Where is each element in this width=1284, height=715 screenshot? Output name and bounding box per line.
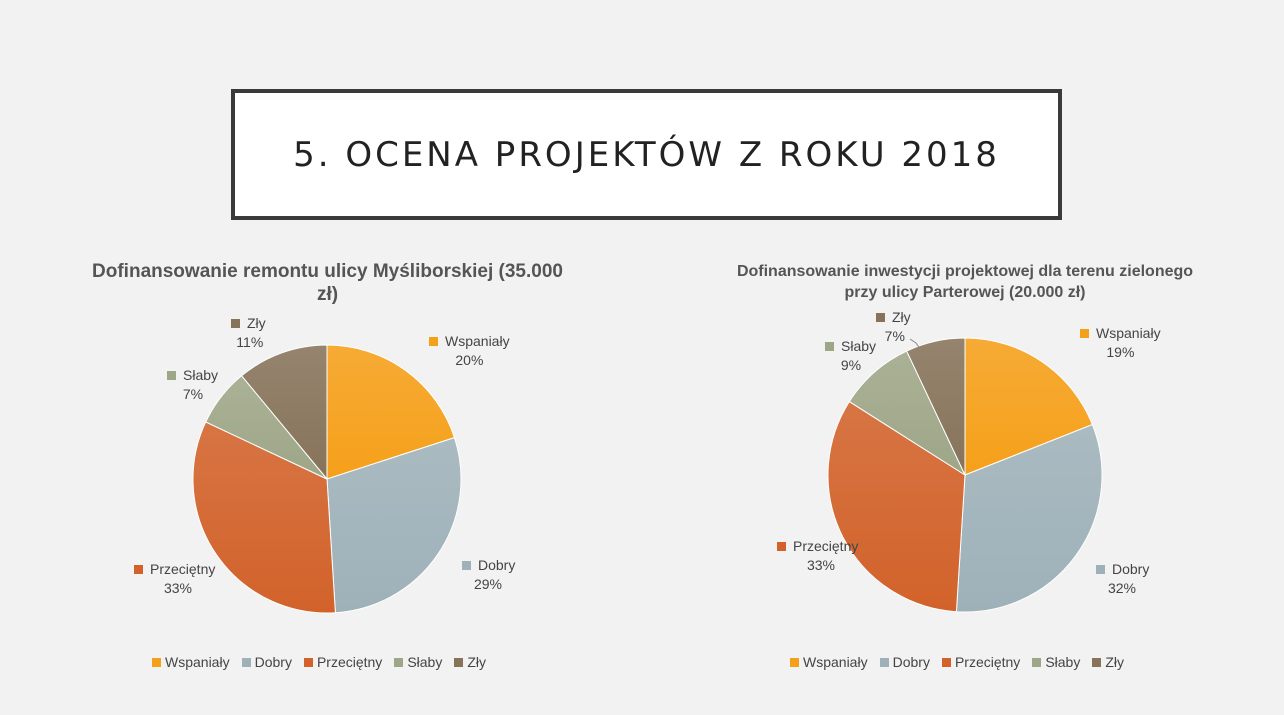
data-label-dobry: Dobry 32% bbox=[1096, 561, 1149, 596]
legend-swatch bbox=[941, 657, 951, 667]
data-label-wspanialy: Wspaniały 19% bbox=[1080, 325, 1161, 360]
pie-slice-dobry bbox=[955, 423, 1103, 613]
legend-swatch bbox=[1032, 657, 1042, 667]
label-category: Zły bbox=[892, 309, 911, 325]
label-category: Wspaniały bbox=[445, 333, 510, 349]
label-category: Słaby bbox=[841, 338, 876, 354]
legend-item-wspanialy: Wspaniały bbox=[790, 654, 868, 670]
label-category: Zły bbox=[247, 315, 266, 331]
legend-swatch bbox=[1092, 657, 1102, 667]
legend-item-przecietny: Przeciętny bbox=[303, 654, 383, 670]
label-category: Wspaniały bbox=[1096, 325, 1161, 341]
label-swatch bbox=[876, 313, 885, 322]
label-category: Przeciętny bbox=[793, 538, 858, 554]
legend-item-wspanialy: Wspaniały bbox=[152, 654, 230, 670]
legend-label: Przeciętny bbox=[954, 654, 1021, 670]
data-label-zly: Zły 11% bbox=[231, 315, 266, 350]
legend-item-slaby: Słaby bbox=[394, 654, 442, 670]
legend-label: Wspaniały bbox=[803, 654, 868, 670]
data-label-zly: Zły 7% bbox=[876, 309, 911, 344]
label-percent: 32% bbox=[1108, 580, 1136, 596]
label-percent: 11% bbox=[236, 334, 263, 350]
legend-item-slaby: Słaby bbox=[1032, 654, 1080, 670]
data-label-przecietny: Przeciętny 33% bbox=[777, 538, 858, 573]
chart-title-left: Dofinansowanie remontu ulicy Myśliborski… bbox=[92, 261, 563, 305]
pie-slice-zly bbox=[240, 344, 328, 481]
legend-item-przecietny: Przeciętny bbox=[941, 654, 1021, 670]
legend-label: Dobry bbox=[892, 654, 930, 670]
legend-label: Zły bbox=[1105, 654, 1125, 670]
legend-item-zly: Zły bbox=[454, 654, 486, 670]
label-category: Dobry bbox=[1112, 561, 1149, 577]
leader-line bbox=[909, 338, 922, 351]
label-percent: 29% bbox=[474, 576, 502, 592]
legend-label: Przeciętny bbox=[316, 654, 383, 670]
data-label-wspanialy: Wspaniały 20% bbox=[429, 333, 510, 368]
label-percent: 20% bbox=[455, 352, 483, 368]
data-label-slaby: Słaby 9% bbox=[825, 338, 876, 373]
legend-item-dobry: Dobry bbox=[879, 654, 930, 670]
legend-left: Wspaniały Dobry Przeciętny Słaby Zły bbox=[152, 654, 486, 670]
label-percent: 19% bbox=[1106, 344, 1134, 360]
label-percent: 33% bbox=[164, 580, 192, 596]
label-swatch bbox=[1096, 565, 1105, 574]
legend-swatch bbox=[241, 657, 251, 667]
pie-slice-wspanialy bbox=[326, 344, 456, 480]
legend-swatch bbox=[879, 657, 889, 667]
pie-slice-wspanialy bbox=[964, 337, 1094, 476]
label-category: Przeciętny bbox=[150, 561, 215, 577]
legend-item-dobry: Dobry bbox=[241, 654, 292, 670]
label-percent: 7% bbox=[885, 328, 905, 344]
data-label-przecietny: Przeciętny 33% bbox=[134, 561, 215, 596]
legend-label: Wspaniały bbox=[165, 654, 230, 670]
legend-label: Słaby bbox=[1045, 654, 1081, 670]
label-swatch bbox=[462, 561, 471, 570]
label-percent: 33% bbox=[807, 557, 835, 573]
pie-slice-zly bbox=[906, 337, 966, 476]
pie-slice-przecietny bbox=[192, 421, 336, 614]
label-swatch bbox=[825, 342, 834, 351]
legend-right: Wspaniały Dobry Przeciętny Słaby Zły bbox=[790, 654, 1124, 670]
legend-label: Słaby bbox=[407, 654, 443, 670]
legend-swatch bbox=[152, 657, 161, 667]
label-swatch bbox=[231, 319, 240, 328]
legend-swatch bbox=[454, 657, 464, 667]
legend-item-zly: Zły bbox=[1092, 654, 1124, 670]
label-swatch bbox=[777, 542, 786, 551]
label-percent: 7% bbox=[183, 386, 203, 402]
slide-title: 5. OCENA PROJEKTÓW Z ROKU 2018 bbox=[293, 134, 1000, 175]
data-label-dobry: Dobry 29% bbox=[462, 557, 515, 592]
label-category: Słaby bbox=[183, 367, 218, 383]
pie-slice-przecietny bbox=[827, 400, 966, 613]
label-percent: 9% bbox=[841, 357, 861, 373]
chart-title-right: Dofinansowanie inwestycji projektowej dl… bbox=[736, 263, 1194, 301]
slide-title-box: 5. OCENA PROJEKTÓW Z ROKU 2018 bbox=[231, 89, 1062, 220]
pie-slice-dobry bbox=[326, 436, 462, 614]
label-swatch bbox=[167, 371, 176, 380]
label-swatch bbox=[429, 337, 438, 346]
label-swatch bbox=[134, 565, 143, 574]
label-swatch bbox=[1080, 329, 1089, 338]
label-category: Dobry bbox=[478, 557, 515, 573]
legend-swatch bbox=[394, 657, 404, 667]
legend-swatch bbox=[790, 657, 799, 667]
data-label-slaby: Słaby 7% bbox=[167, 367, 218, 402]
legend-label: Dobry bbox=[254, 654, 292, 670]
legend-swatch bbox=[303, 657, 313, 667]
legend-label: Zły bbox=[467, 654, 487, 670]
